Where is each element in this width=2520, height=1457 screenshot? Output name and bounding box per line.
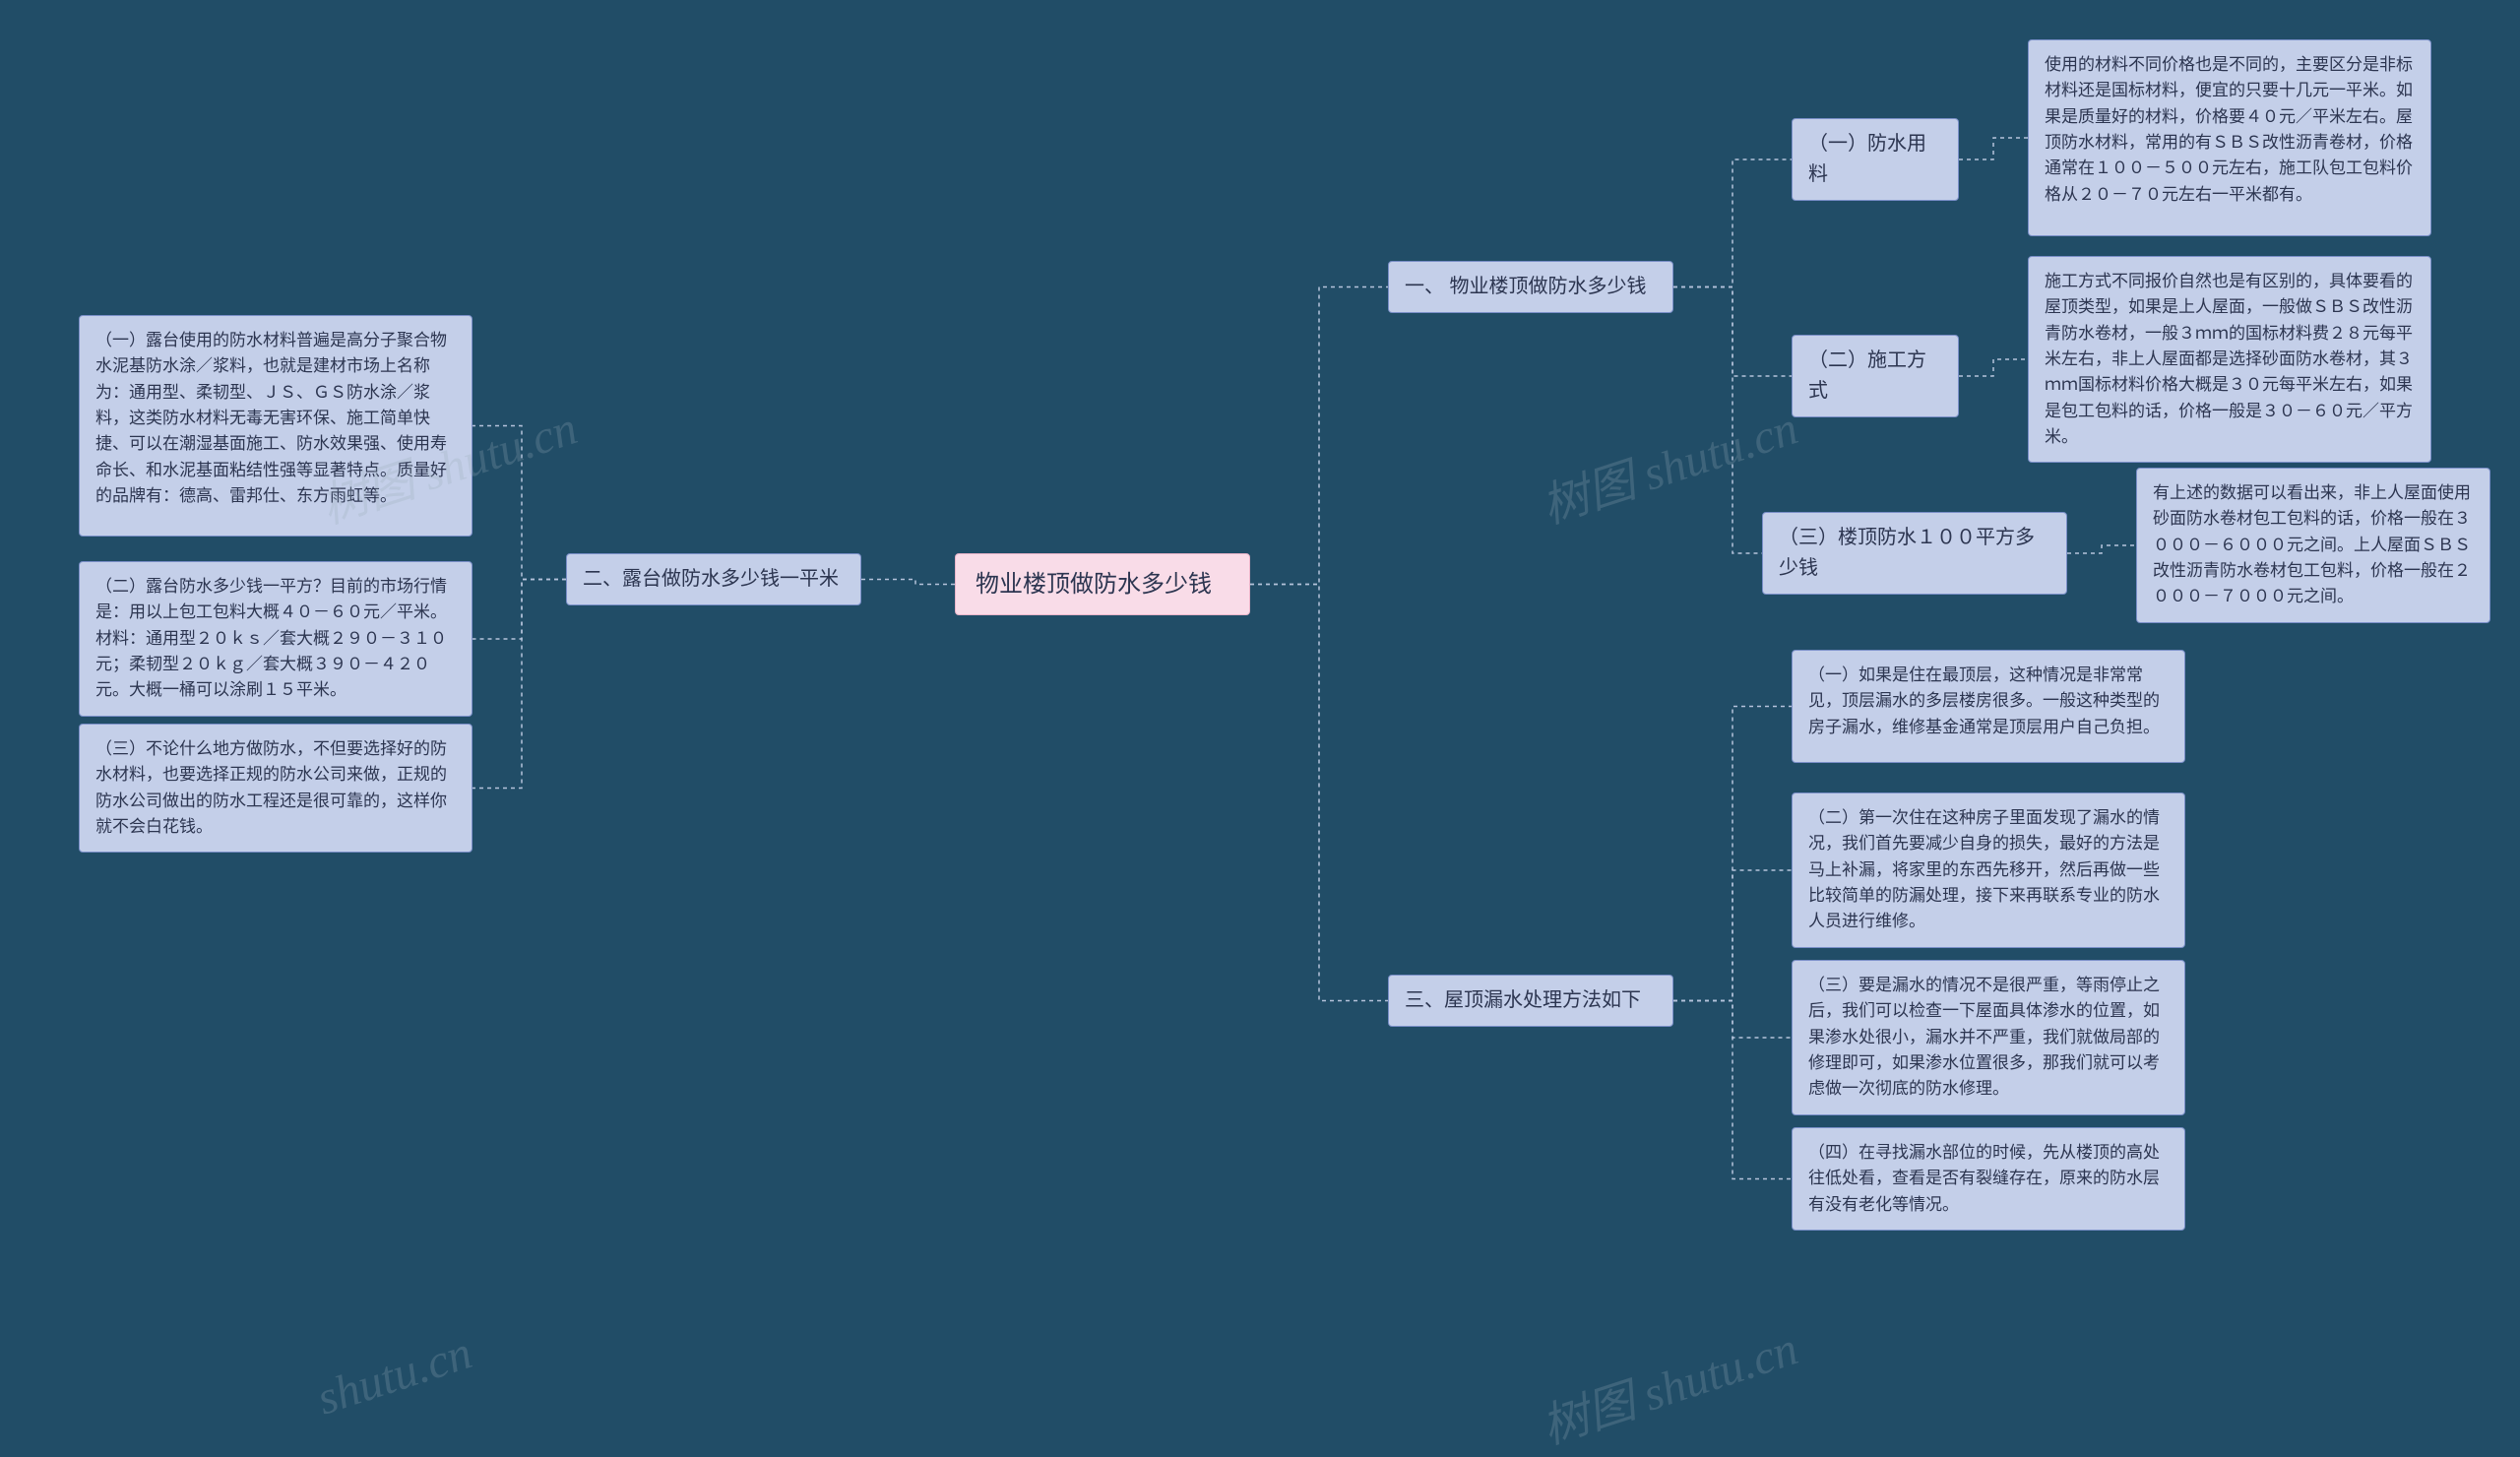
watermark: shutu.cn — [310, 1325, 477, 1425]
branch-1-child-1: （一）防水用料 — [1792, 118, 1959, 201]
branch-2-child-1: （一）露台使用的防水材料普遍是高分子聚合物水泥基防水涂／浆料，也就是建材市场上名… — [79, 315, 472, 537]
branch-1-child-2: （二）施工方式 — [1792, 335, 1959, 417]
branch-3-child-1: （一）如果是住在最顶层，这种情况是非常常见，顶层漏水的多层楼房很多。一般这种类型… — [1792, 650, 2185, 763]
center-topic: 物业楼顶做防水多少钱 — [955, 553, 1250, 615]
branch-2-child-2: （二）露台防水多少钱一平方？目前的市场行情是：用以上包工包料大概４０－６０元／平… — [79, 561, 472, 717]
branch-1-child-3-detail: 有上述的数据可以看出来，非上人屋面使用砂面防水卷材包工包料的话，价格一般在３００… — [2136, 468, 2490, 623]
branch-2: 二、露台做防水多少钱一平米 — [566, 553, 861, 605]
watermark: 树图 shutu.cn — [1532, 1309, 1805, 1457]
branch-1-child-3: （三）楼顶防水１００平方多少钱 — [1762, 512, 2067, 595]
branch-3-child-3: （三）要是漏水的情况不是很严重，等雨停止之后，我们可以检查一下屋面具体渗水的位置… — [1792, 960, 2185, 1115]
branch-3-child-2: （二）第一次住在这种房子里面发现了漏水的情况，我们首先要减少自身的损失，最好的方… — [1792, 792, 2185, 948]
branch-3-child-4: （四）在寻找漏水部位的时候，先从楼顶的高处往低处看，查看是否有裂缝存在，原来的防… — [1792, 1127, 2185, 1231]
branch-1-child-2-detail: 施工方式不同报价自然也是有区别的，具体要看的屋顶类型，如果是上人屋面，一般做ＳＢ… — [2028, 256, 2431, 463]
branch-2-child-3: （三）不论什么地方做防水，不但要选择好的防水材料，也要选择正规的防水公司来做，正… — [79, 724, 472, 853]
branch-1: 一、 物业楼顶做防水多少钱 — [1388, 261, 1673, 313]
branch-1-child-1-detail: 使用的材料不同价格也是不同的，主要区分是非标材料还是国标材料，便宜的只要十几元一… — [2028, 39, 2431, 236]
branch-3: 三、屋顶漏水处理方法如下 — [1388, 975, 1673, 1027]
